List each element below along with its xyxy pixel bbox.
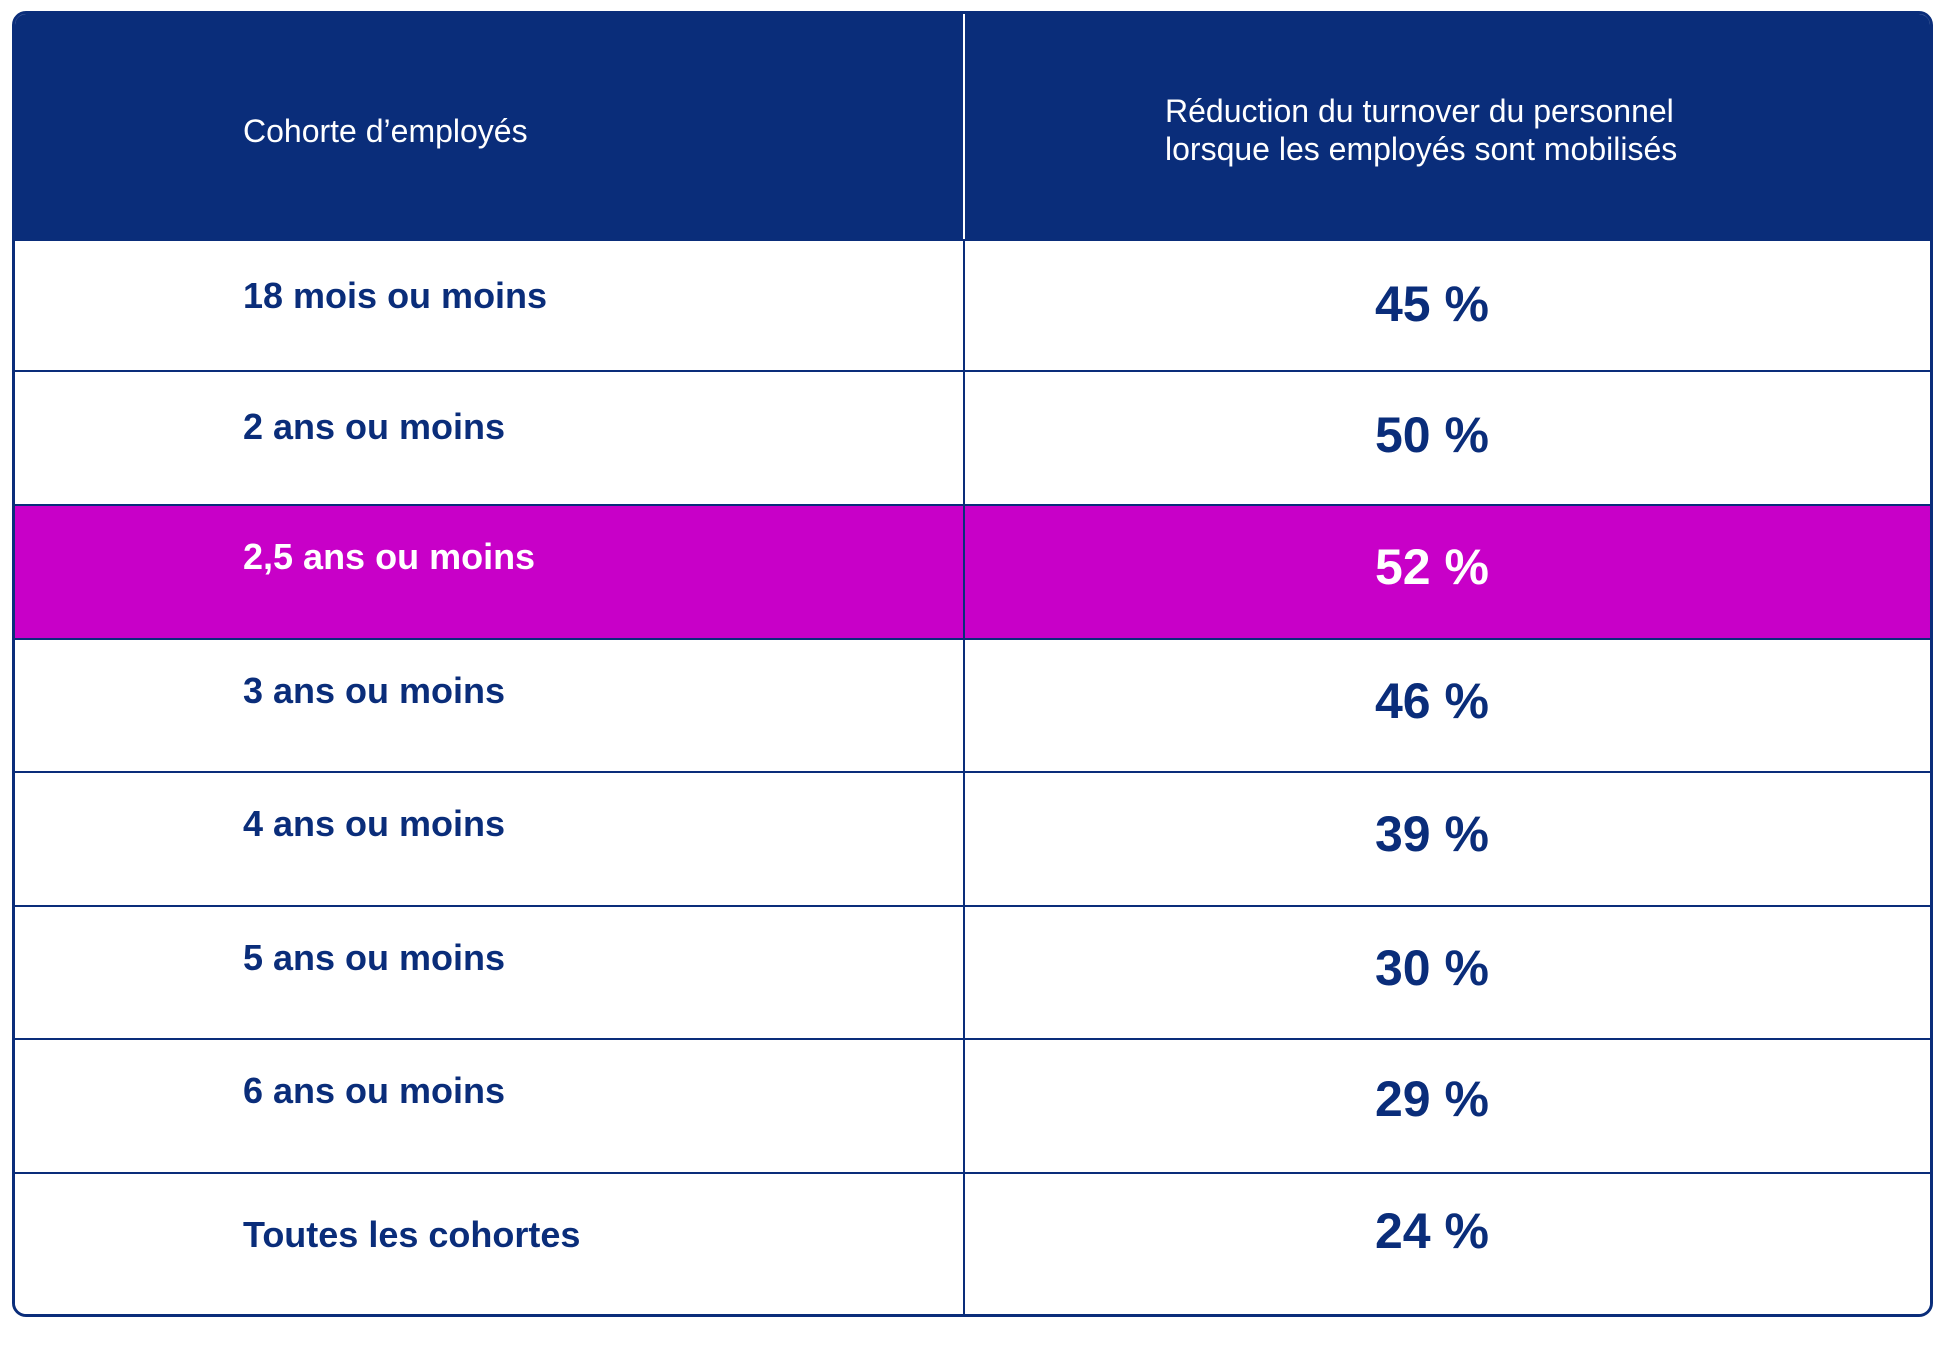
cohort-label: 18 mois ou moins: [243, 275, 548, 316]
cohort-label: 3 ans ou moins: [243, 670, 506, 711]
row-divider: [963, 907, 965, 1038]
cohort-label: 5 ans ou moins: [243, 937, 506, 978]
table-row: 3 ans ou moins 46 %: [15, 638, 1930, 771]
row-divider: [963, 506, 965, 638]
cohort-label: 2,5 ans ou moins: [243, 536, 536, 577]
reduction-value: 52 %: [1375, 539, 1489, 595]
row-divider: [963, 1174, 965, 1314]
table-row: 6 ans ou moins 29 %: [15, 1038, 1930, 1172]
header-reduction-line2: lorsque les employés sont mobilisés: [1165, 131, 1678, 167]
table-row: 5 ans ou moins 30 %: [15, 905, 1930, 1038]
header-reduction-line1: Réduction du turnover du personnel: [1165, 93, 1674, 129]
row-divider: [963, 773, 965, 905]
reduction-value: 45 %: [1375, 276, 1489, 332]
table-row: 4 ans ou moins 39 %: [15, 771, 1930, 905]
reduction-value: 46 %: [1375, 673, 1489, 729]
cohort-label: 4 ans ou moins: [243, 803, 506, 844]
cohort-label: 6 ans ou moins: [243, 1070, 506, 1111]
reduction-value: 29 %: [1375, 1071, 1489, 1127]
table-row: Toutes les cohortes 24 %: [15, 1172, 1930, 1314]
table-row: 2,5 ans ou moins 52 %: [15, 504, 1930, 638]
header-reduction-label: Réduction du turnover du personnel lorsq…: [1165, 92, 1785, 168]
table-row: 18 mois ou moins 45 %: [15, 239, 1930, 370]
reduction-value: 39 %: [1375, 806, 1489, 862]
header-cohort-label: Cohorte d’employés: [243, 113, 528, 149]
cohort-label: 2 ans ou moins: [243, 406, 506, 447]
reduction-value: 30 %: [1375, 940, 1489, 996]
turnover-table: Cohorte d’employés Réduction du turnover…: [12, 11, 1933, 1317]
reduction-value: 50 %: [1375, 407, 1489, 463]
row-divider: [963, 372, 965, 504]
row-divider: [963, 1040, 965, 1172]
row-divider: [963, 241, 965, 370]
header-divider: [963, 14, 965, 239]
row-divider: [963, 640, 965, 771]
table-row: 2 ans ou moins 50 %: [15, 370, 1930, 504]
reduction-value: 24 %: [1375, 1203, 1489, 1259]
table-header: Cohorte d’employés Réduction du turnover…: [15, 14, 1930, 239]
cohort-label: Toutes les cohortes: [243, 1214, 581, 1255]
